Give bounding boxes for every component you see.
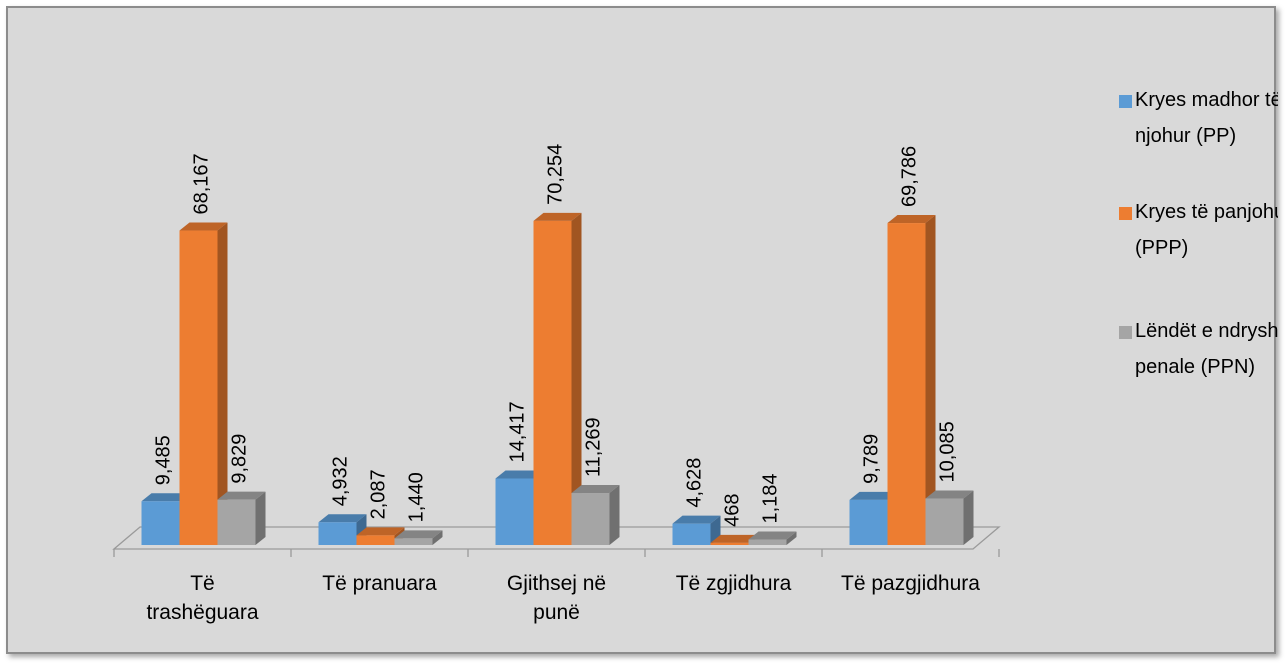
legend-swatch [1119,326,1132,339]
legend-label: (PPP) [1135,237,1188,259]
legend-label: Lëndët e ndryshme [1135,320,1278,342]
bar [849,499,888,545]
bar [887,223,926,545]
category-label: Të [190,572,215,595]
category-label: Gjithsej në [507,572,606,595]
bar-top [925,490,974,499]
category-label: Të pranuara [322,572,437,595]
bar-top [394,530,443,539]
value-label: 9,485 [153,435,175,485]
bar-top [672,515,721,524]
legend-label: penale (PPN) [1135,356,1255,378]
bar-top [179,222,228,231]
bar [394,538,433,545]
bar-side [925,215,936,545]
bar [748,539,787,545]
legend-swatch [1119,207,1132,220]
legend-label: Kryes madhor të [1135,89,1278,111]
legend-label: njohur (PP) [1135,125,1236,147]
bar-top [710,534,759,543]
bar [571,493,610,545]
bar-side [217,222,228,546]
category-label: Të pazgjidhura [841,572,980,595]
value-label: 2,087 [368,469,390,519]
bar-top [887,215,936,224]
legend: Kryes madhor të njohur (PP) Kryes të panjo… [1119,89,1278,378]
category-label: trashëguara [146,601,258,624]
bar-top [495,470,544,479]
bar [356,535,395,545]
legend-swatch [1119,95,1132,108]
bar [217,499,256,545]
value-label: 68,167 [191,153,213,214]
value-labels-group: 9,485 68,167 9,829 4,932 2,087 1,440 14,417 70,… [153,144,959,527]
bar [495,478,534,545]
chart-svg: 9,485 68,167 9,829 4,932 2,087 1,440 14,417 70,… [112,89,1278,624]
legend-label: Kryes të panjohur [1135,201,1278,223]
bar-top [533,212,582,221]
bar [925,498,964,545]
bar-side [963,490,974,545]
bar-side [432,530,443,545]
bar [710,542,749,545]
bar-side [609,485,620,545]
value-label: 69,786 [899,146,921,207]
value-label: 70,254 [545,144,567,205]
bar [533,220,572,545]
value-label: 4,932 [330,456,352,506]
bar-top [849,491,898,500]
bar-side [786,531,797,545]
bar-top [217,491,266,500]
bar-top [748,531,797,540]
bar [179,230,218,546]
value-label: 14,417 [507,401,529,462]
bar-top [571,485,620,494]
bar [318,522,357,545]
category-label: Të zgjidhura [676,572,792,595]
value-label: 9,829 [229,434,251,484]
value-label: 11,269 [583,417,605,477]
value-label: 9,789 [861,434,883,484]
bars-group [141,212,974,546]
category-label: punë [533,601,580,624]
bar [672,523,711,545]
value-label: 4,628 [684,458,706,508]
value-label: 468 [722,493,744,526]
bar-top [356,527,405,536]
bar-side [255,491,266,545]
bar-top [141,493,190,502]
value-label: 10,085 [937,421,959,482]
category-labels-group: Të trashëguara Të pranuara Gjithsej në punë T… [146,572,980,624]
bar-side [571,212,582,545]
value-label: 1,440 [406,472,428,522]
bar-top [318,514,367,523]
bar [141,501,180,545]
value-label: 1,184 [760,473,782,523]
chart-frame: 9,485 68,167 9,829 4,932 2,087 1,440 14,417 70,… [6,6,1278,654]
